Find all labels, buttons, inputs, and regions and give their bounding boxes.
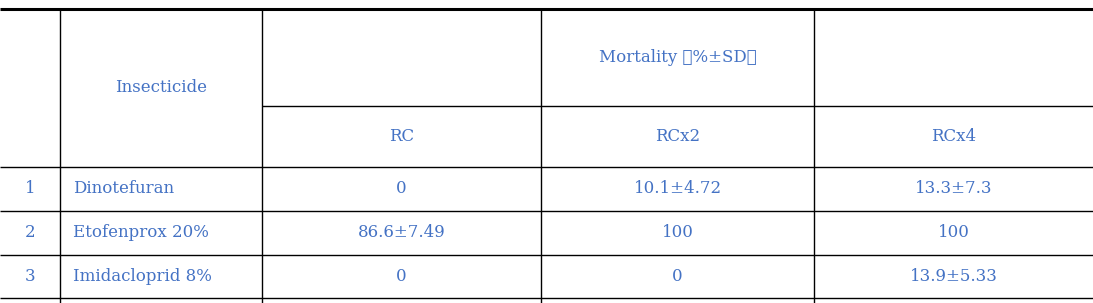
Text: 1: 1 [25, 180, 35, 197]
Text: 100: 100 [661, 224, 694, 241]
Text: 13.3±7.3: 13.3±7.3 [915, 180, 992, 197]
Text: 13.9±5.33: 13.9±5.33 [909, 268, 998, 285]
Text: Insecticide: Insecticide [115, 79, 208, 96]
Text: 100: 100 [938, 224, 969, 241]
Text: 86.6±7.49: 86.6±7.49 [357, 224, 446, 241]
Text: 0: 0 [672, 268, 683, 285]
Text: RCx4: RCx4 [931, 128, 976, 145]
Text: 3: 3 [25, 268, 35, 285]
Text: RC: RC [389, 128, 414, 145]
Text: Imidacloprid 8%: Imidacloprid 8% [73, 268, 212, 285]
Text: RCx2: RCx2 [655, 128, 701, 145]
Text: 0: 0 [397, 180, 407, 197]
Text: 0: 0 [397, 268, 407, 285]
Text: Dinotefuran: Dinotefuran [73, 180, 175, 197]
Text: 2: 2 [25, 224, 35, 241]
Text: 10.1±4.72: 10.1±4.72 [634, 180, 721, 197]
Text: Mortality （%±SD）: Mortality （%±SD） [599, 49, 756, 66]
Text: Etofenprox 20%: Etofenprox 20% [73, 224, 209, 241]
